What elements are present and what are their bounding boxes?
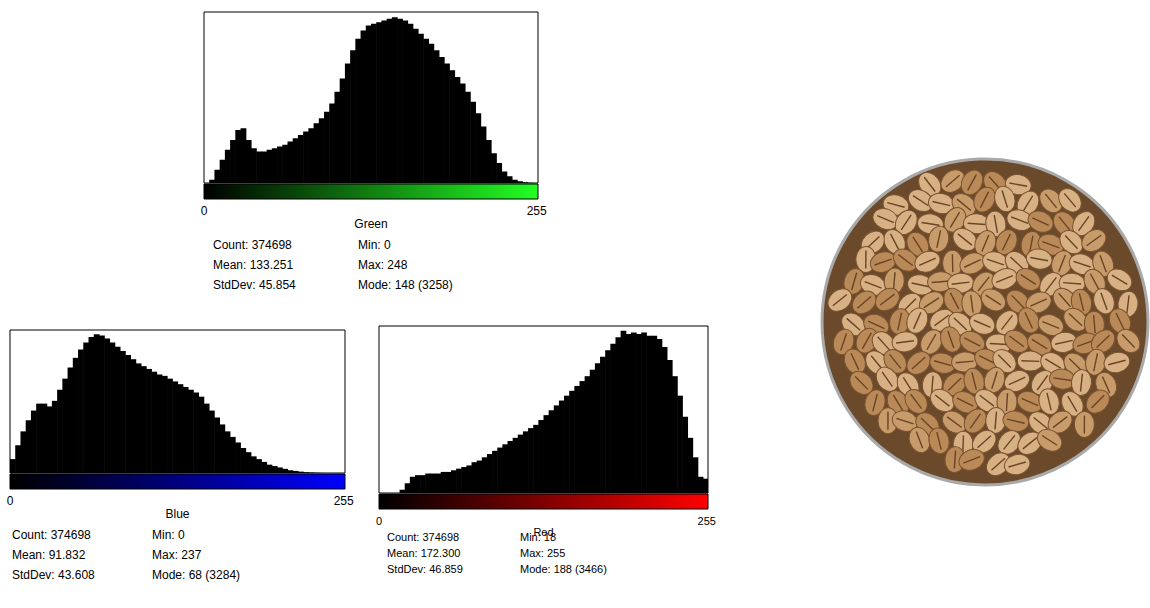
svg-text:0: 0	[201, 204, 208, 218]
svg-text:255: 255	[527, 204, 547, 218]
svg-text:255: 255	[334, 494, 354, 508]
svg-text:0: 0	[7, 494, 14, 508]
svg-text:Blue: Blue	[165, 507, 189, 521]
svg-text:Count: 374698: Count: 374698	[213, 238, 292, 252]
svg-text:StdDev: 43.608: StdDev: 43.608	[12, 568, 95, 582]
svg-text:Mean: 133.251: Mean: 133.251	[213, 258, 293, 272]
svg-text:Mean: 91.832: Mean: 91.832	[12, 548, 86, 562]
svg-text:Red: Red	[533, 526, 553, 538]
svg-text:Mean: 172.300: Mean: 172.300	[387, 547, 460, 559]
svg-text:Green: Green	[354, 217, 387, 231]
svg-text:Min: 0: Min: 0	[358, 238, 391, 252]
svg-text:Max: 237: Max: 237	[152, 548, 202, 562]
svg-text:Count: 374698: Count: 374698	[12, 528, 91, 542]
svg-text:Mode: 188 (3466): Mode: 188 (3466)	[520, 563, 607, 575]
svg-text:Min: 0: Min: 0	[152, 528, 185, 542]
svg-text:Count: 374698: Count: 374698	[387, 531, 459, 543]
svg-text:Mode: 148 (3258): Mode: 148 (3258)	[358, 278, 453, 292]
svg-text:Max: 255: Max: 255	[520, 547, 565, 559]
svg-text:StdDev: 45.854: StdDev: 45.854	[213, 278, 296, 292]
svg-text:0: 0	[376, 515, 382, 527]
svg-text:Mode: 68 (3284): Mode: 68 (3284)	[152, 568, 240, 582]
svg-text:255: 255	[698, 515, 716, 527]
svg-text:StdDev: 46.859: StdDev: 46.859	[387, 563, 463, 575]
svg-text:Max: 248: Max: 248	[358, 258, 408, 272]
